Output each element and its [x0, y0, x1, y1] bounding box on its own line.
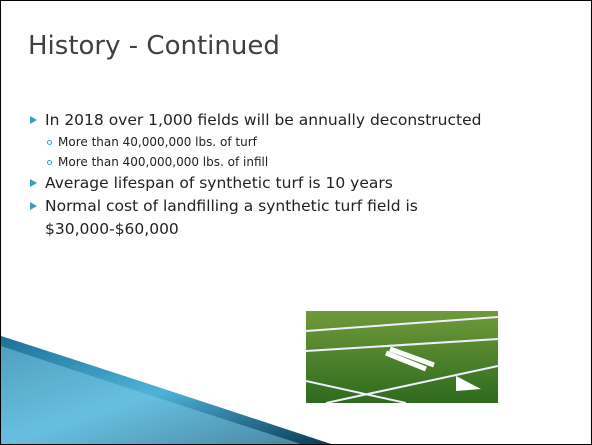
sub-bullet: More than 40,000,000 lbs. of turf: [28, 132, 548, 152]
football-field-image: [306, 311, 498, 403]
bullet: Normal cost of landfilling a synthetic t…: [28, 195, 515, 241]
bullet-list: In 2018 over 1,000 fields will be annual…: [28, 109, 548, 241]
sub-bullet: More than 400,000,000 lbs. of infill: [28, 152, 548, 172]
bullet: In 2018 over 1,000 fields will be annual…: [28, 109, 515, 132]
slide: History - Continued In 2018 over 1,000 f…: [0, 0, 592, 445]
bullet: Average lifespan of synthetic turf is 10…: [28, 172, 515, 195]
slide-title: History - Continued: [28, 31, 280, 61]
